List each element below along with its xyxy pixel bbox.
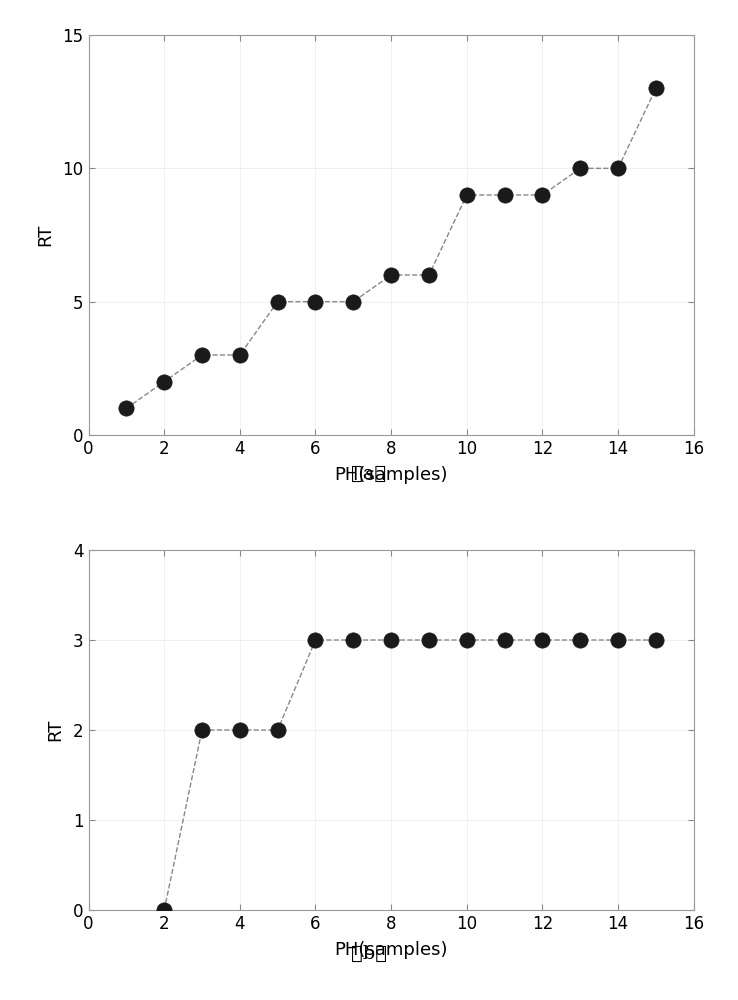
X-axis label: PH(samples): PH(samples)	[334, 941, 448, 959]
Text: （b）: （b）	[351, 945, 387, 963]
Text: （a）: （a）	[351, 465, 387, 483]
X-axis label: PH(samples): PH(samples)	[334, 466, 448, 484]
Y-axis label: RT: RT	[36, 224, 54, 246]
Y-axis label: RT: RT	[46, 719, 65, 741]
